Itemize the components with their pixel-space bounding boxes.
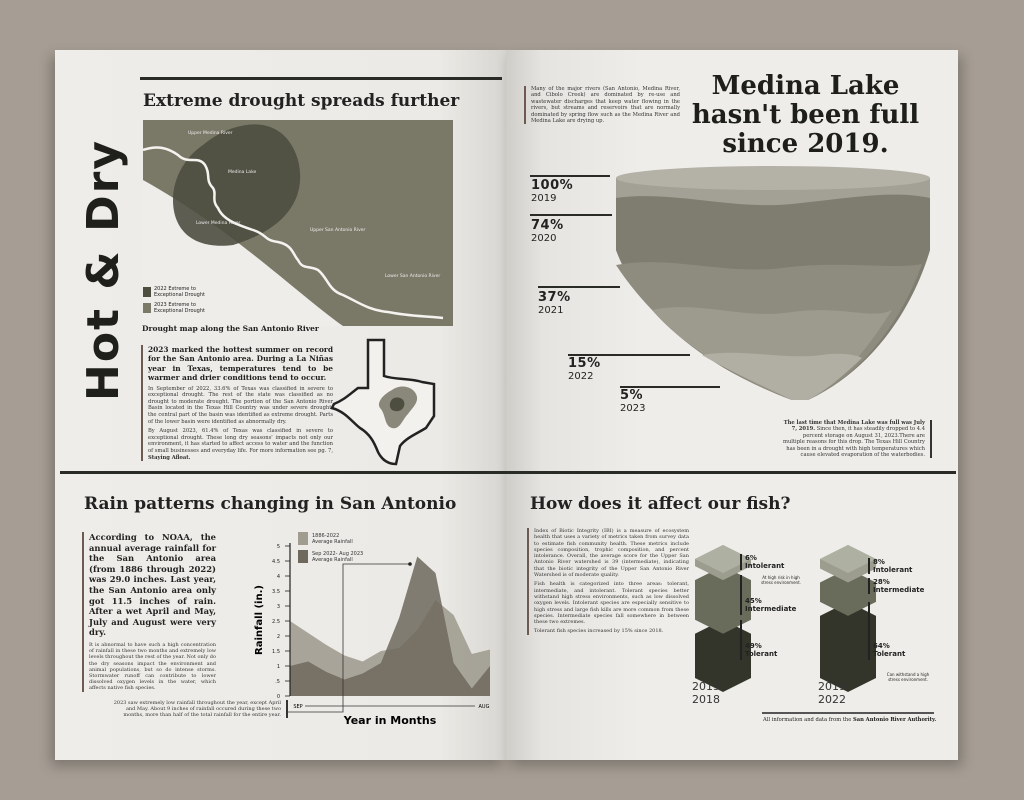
lake-bowl-chart [616,166,930,400]
level-year: 2020 [531,233,557,244]
series-area-1 [290,556,490,696]
lake-caption: The last time that Medina Lake was full … [782,420,932,459]
map-heading: Extreme drought spreads further [143,91,460,111]
middle-rule-right [506,471,956,474]
rain-caption: 2023 saw extremely low rainfall througho… [112,700,288,718]
drought-2022-region [173,124,301,246]
period-label-2019: 2019-2022 [818,680,850,706]
map-caption: Drought map along the San Antonio River [142,324,319,333]
y-tick-label: 2 [277,634,280,640]
label-2015-intermediate: 45% Intermediate [740,575,796,615]
y-axis-label: Rainfall (in.) [254,585,265,655]
legend-label: Sep 2022- Aug 2023 Average Rainfall [312,551,363,563]
level-percent: 100% [531,178,574,193]
note-tolerant: Can withstand a high stress environment. [886,672,930,682]
legend-swatch-2022 [143,287,151,297]
rain-heading: Rain patterns changing in San Antonio [84,494,457,514]
label-2015-intolerant: 6% Intolerant [740,554,784,570]
middle-rule-left [60,471,506,474]
label-2019-intolerant: 8% Intolerant [868,558,912,574]
prism-top [695,545,751,573]
level-rule [620,386,720,388]
label-2019-intermediate: 64%28%Intermediate [868,578,924,594]
y-tick-label: .5 [275,679,280,685]
level-rule [538,286,620,288]
y-tick-label: 1 [277,664,280,670]
lake-level-label: 15% 2022 [568,356,601,382]
lake-title: Medina Lake hasn't been full since 2019. [691,71,920,159]
annotation-point [408,562,412,566]
rain-text: According to NOAA, the annual average ra… [82,532,216,692]
period-label-2015: 2015-2018 [692,680,724,706]
fish-text: Index of Biotic Integrity (IBI) is a mea… [527,528,689,635]
y-tick-label: 2.5 [272,619,280,625]
prism-segment-tolerant [820,601,876,692]
legend-swatch-2023 [143,303,151,313]
y-tick-label: 4.5 [272,559,280,565]
y-tick-label: 4 [277,574,280,580]
fish-heading: How does it affect our fish? [530,494,791,514]
lake-level-label: 74% 2020 [531,218,564,244]
map-label: Upper Medina River [188,130,233,136]
texas-outline-map [330,338,436,466]
lake-level-label: 100% 2019 [531,178,573,204]
footer-credit: All information and data from the San An… [763,717,937,723]
level-year: 2021 [538,305,564,316]
note-intolerant: At high risk in high stress environment. [761,575,801,585]
level-year: 2022 [568,371,594,382]
level-year: 2023 [620,403,646,414]
legend-swatch-0 [298,532,308,545]
drought-text: 2023 marked the hottest summer on record… [141,345,333,462]
level-rule [530,175,610,177]
annotation-line [288,563,410,713]
map-legend: 2022 Extreme to Exceptional Drought 2023 … [143,286,205,314]
river-line [143,146,444,320]
legend-label: 1886-2022 Average Rainfall [312,533,353,545]
rainfall-chart: 1886-2022 Average Rainfall Sep 2022- Aug 2… [254,532,490,727]
y-tick-label: 0 [277,694,280,700]
fish-prism-chart [695,545,876,692]
rivers-intro: Many of the major rivers (San Antonio, M… [524,86,680,125]
level-year: 2019 [531,193,557,204]
prism-segment-intermediate [820,568,876,616]
y-tick-label: 3.5 [272,589,280,595]
prism-segment-intermediate [695,566,751,634]
map-label: Medina Lake [228,169,257,175]
map-label: Lower Medina River [196,220,241,226]
x-tick-label: SEP [293,704,302,710]
level-percent: 15% [568,356,601,371]
y-tick-label: 3 [277,604,280,610]
x-axis-label: Year in Months [343,714,437,727]
label-2015-tolerant: 49% Tolerant [740,620,777,660]
level-percent: 5% [620,388,644,403]
footer-rule [762,712,934,714]
top-rule-left [140,77,502,80]
level-rule [568,354,690,356]
y-tick-label: 5 [277,544,280,550]
lake-level-label: 37% 2021 [538,290,571,316]
level-percent: 74% [531,218,564,233]
drought-map: Upper Medina River Medina Lake Lower Med… [143,120,453,326]
prism-top [820,545,876,573]
label-2019-tolerant: 64% Tolerant [868,602,905,660]
legend-swatch-1 [298,550,308,563]
vertical-title: Hot & Dry [78,139,129,401]
map-label: Upper San Antonio River [310,227,365,233]
x-tick-label: AUG [479,704,490,710]
y-tick-label: 1.5 [272,649,280,655]
level-percent: 37% [538,290,571,305]
map-label: Lower San Antonio River [385,273,440,279]
lake-level-2023 [702,352,862,400]
level-rule [530,214,612,216]
prism-segment-tolerant [695,619,751,692]
lake-level-label: 5% 2023 [620,388,645,414]
